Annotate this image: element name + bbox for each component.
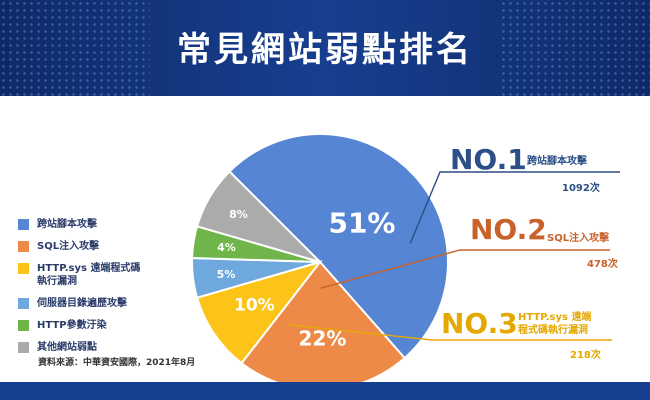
legend-item-http-sys: HTTP.sys 遠端程式碼 執行漏洞 <box>18 262 193 288</box>
rank-2-count: 478次 <box>587 259 618 270</box>
rank-1-block: NO.1 <box>450 143 620 176</box>
legend-item-http-parameter-pollution: HTTP參數汙染 <box>18 319 193 332</box>
rank-3-name: HTTP.sys 遠端 程式碼執行漏洞 <box>518 312 592 336</box>
legend-swatch <box>18 298 29 309</box>
rank-1-name: 跨站腳本攻擊 <box>527 156 587 167</box>
slice-label-http-sys: 10% <box>234 296 275 316</box>
legend-label: 其他網站弱點 <box>37 342 97 353</box>
legend-item-directory-traversal: 伺服器目錄遍歷攻擊 <box>18 297 193 310</box>
pie-slice-other <box>195 170 321 263</box>
slice-label-directory-traversal: 5% <box>217 268 236 281</box>
source-note: 資料來源：中華資安國際，2021年8月 <box>38 358 196 368</box>
rank-2-block: NO.2 <box>470 213 547 246</box>
legend-item-sql-injection: SQL注入攻擊 <box>18 240 193 253</box>
rank-1-count: 1092次 <box>562 183 600 194</box>
legend-label: HTTP.sys 遠端程式碼 執行漏洞 <box>37 263 141 287</box>
legend-label: HTTP參數汙染 <box>37 320 107 331</box>
legend-swatch <box>18 219 29 230</box>
rank-1-number: NO.1 <box>450 143 527 176</box>
legend-swatch <box>18 241 29 252</box>
rank-3-block: NO.3 <box>441 307 518 340</box>
rank-3-count: 218次 <box>570 350 601 361</box>
header-banner: 常見網站弱點排名 <box>0 0 650 96</box>
rank-2-number: NO.2 <box>470 213 547 246</box>
page-title: 常見網站弱點排名 <box>177 30 473 70</box>
slice-label-http-parameter-pollution: 4% <box>217 241 236 254</box>
leader-line-rank-3 <box>287 323 612 341</box>
pie-slice-xss <box>228 133 449 360</box>
leader-line-rank-2 <box>320 249 610 289</box>
decorative-dots-right <box>500 0 650 96</box>
legend-swatch <box>18 263 29 274</box>
legend-label: 伺服器目錄遍歷攻擊 <box>37 298 127 309</box>
legend-item-xss: 跨站腳本攻擊 <box>18 218 193 231</box>
rank-2-name: SQL注入攻擊 <box>547 233 610 244</box>
legend-swatch <box>18 342 29 353</box>
slice-label-xss: 51% <box>328 207 395 240</box>
chart-legend: 跨站腳本攻擊 SQL注入攻擊 HTTP.sys 遠端程式碼 執行漏洞 伺服器目錄… <box>18 218 193 363</box>
legend-label: 跨站腳本攻擊 <box>37 219 97 230</box>
legend-label: SQL注入攻擊 <box>37 241 100 252</box>
legend-item-other: 其他網站弱點 <box>18 341 193 354</box>
slice-label-other: 8% <box>229 208 248 221</box>
legend-swatch <box>18 320 29 331</box>
leader-line-rank-1 <box>409 171 620 244</box>
pie-slice-http-sys <box>195 260 323 365</box>
decorative-dots-left <box>0 0 150 96</box>
rank-3-number: NO.3 <box>441 307 518 340</box>
footer-band <box>0 382 650 400</box>
